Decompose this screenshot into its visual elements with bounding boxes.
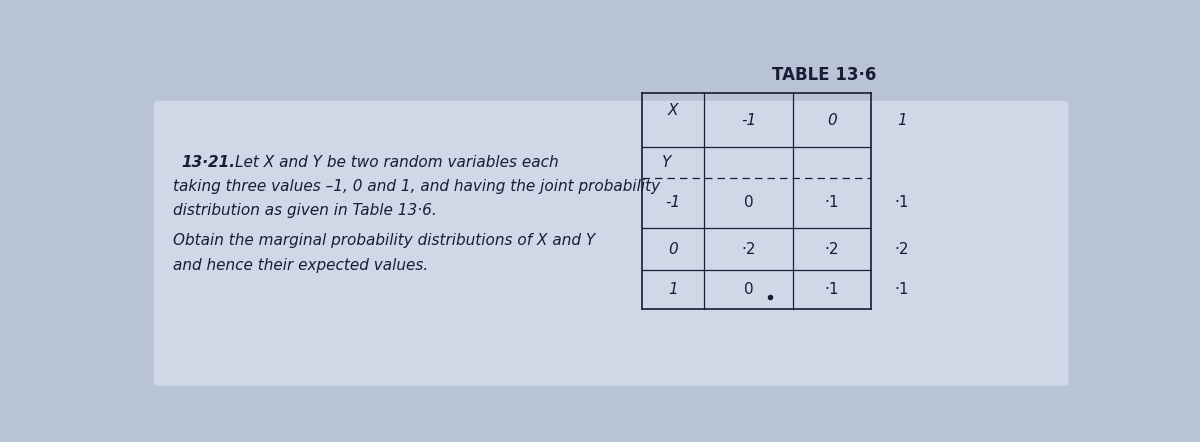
Text: 0: 0 bbox=[744, 282, 754, 297]
Text: 1: 1 bbox=[896, 113, 907, 128]
Text: Let X and Y be two random variables each: Let X and Y be two random variables each bbox=[235, 155, 559, 170]
Text: -1: -1 bbox=[666, 195, 680, 210]
Text: 13·21.: 13·21. bbox=[181, 155, 235, 170]
Text: Obtain the marginal probability distributions of X and Y: Obtain the marginal probability distribu… bbox=[173, 233, 595, 248]
Text: and hence their expected values.: and hence their expected values. bbox=[173, 258, 428, 273]
Text: ·1: ·1 bbox=[824, 282, 839, 297]
Text: X: X bbox=[668, 103, 678, 118]
Text: ·1: ·1 bbox=[824, 195, 839, 210]
Text: ·2: ·2 bbox=[742, 241, 756, 256]
Text: 1: 1 bbox=[668, 282, 678, 297]
Text: Y: Y bbox=[661, 155, 671, 170]
Text: 0: 0 bbox=[744, 195, 754, 210]
Text: ·1: ·1 bbox=[894, 282, 910, 297]
Text: distribution as given in Table 13·6.: distribution as given in Table 13·6. bbox=[173, 203, 437, 218]
Text: 0: 0 bbox=[827, 113, 836, 128]
Text: TABLE 13·6: TABLE 13·6 bbox=[772, 66, 876, 84]
Text: ·1: ·1 bbox=[894, 195, 910, 210]
FancyBboxPatch shape bbox=[154, 101, 1068, 386]
Text: taking three values –1, 0 and 1, and having the joint probability: taking three values –1, 0 and 1, and hav… bbox=[173, 179, 660, 194]
Text: ·2: ·2 bbox=[824, 241, 839, 256]
Text: ·2: ·2 bbox=[894, 241, 910, 256]
Text: 0: 0 bbox=[668, 241, 678, 256]
Text: -1: -1 bbox=[742, 113, 756, 128]
